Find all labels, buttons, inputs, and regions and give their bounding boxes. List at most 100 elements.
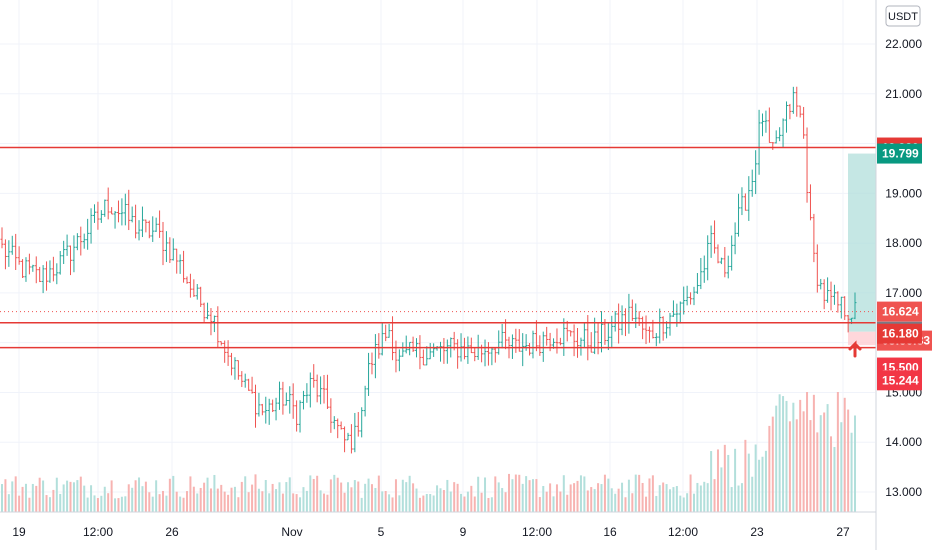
volume-bar [682, 497, 685, 512]
volume-bar [1, 484, 3, 512]
volume-bar [203, 482, 206, 512]
volume-bar [456, 483, 459, 512]
volume-bar [79, 476, 82, 512]
volume-bar [66, 480, 69, 512]
volume-bar [597, 483, 600, 512]
volume-bar [497, 482, 500, 512]
volume-bar [658, 485, 661, 512]
volume-bar [645, 496, 648, 512]
volume-bar [775, 405, 778, 512]
volume-bar [566, 494, 569, 512]
time-axis[interactable]: 19 12:00 26 Nov 5 9 12:00 16 12:00 23 27 [0, 511, 876, 539]
volume-bar [487, 497, 490, 512]
volume-bar [473, 496, 476, 512]
volume-bar [408, 475, 411, 512]
volume-bar [309, 475, 312, 512]
volume-bar [412, 483, 415, 512]
volume-bar [155, 480, 158, 512]
time-tick-label: 23 [750, 525, 764, 539]
volume-bar [442, 490, 445, 512]
volume-bar [710, 451, 713, 512]
volume-bar [590, 487, 593, 512]
volume-bar [501, 488, 504, 512]
volume-bar [384, 490, 387, 512]
volume-bar [734, 448, 737, 512]
volume-bar [521, 483, 524, 512]
volume-bar [196, 493, 199, 512]
volume-bar [18, 495, 21, 512]
volume-bar [833, 447, 836, 512]
price-tag-target-bg [877, 143, 922, 164]
volume-bar [21, 486, 24, 512]
volume-bar [148, 492, 151, 512]
volume-bar [788, 421, 791, 512]
volume-bar [720, 467, 723, 512]
volume-bar [737, 485, 740, 512]
volume-bar [206, 477, 209, 512]
volume-bar [261, 491, 264, 512]
volume-bar [795, 419, 798, 512]
volume-bar [185, 491, 188, 512]
volume-bar [723, 444, 726, 512]
volume-bar [329, 479, 332, 512]
volume-bar [28, 497, 31, 512]
volume-bar [72, 482, 75, 512]
volume-bar [323, 493, 326, 512]
volume-bar [665, 484, 668, 512]
volume-bar [453, 482, 456, 512]
volume-bar [199, 487, 202, 512]
volume-bar [782, 396, 785, 512]
price-tick-label: 14.000 [885, 435, 922, 449]
volume-bar [631, 493, 634, 512]
volume-bar [415, 488, 418, 512]
volume-bar [432, 495, 435, 512]
volume-bar [562, 475, 565, 512]
volume-bar [110, 480, 113, 512]
volume-bar [761, 456, 764, 512]
volume-bar [617, 488, 620, 512]
volume-bar [213, 474, 216, 512]
volume-bar [600, 484, 603, 512]
volume-bar [840, 422, 843, 512]
volume-bar [836, 392, 839, 512]
volume-bar [799, 399, 802, 512]
volume-bar [692, 493, 695, 512]
volume-bar [271, 483, 274, 512]
volume-bar [144, 481, 147, 512]
volume-bar [686, 493, 689, 512]
volume-bar [14, 476, 17, 512]
volume-bar [360, 497, 363, 512]
volume-bar [374, 488, 377, 512]
volume-bar [316, 475, 319, 512]
volume-bar [275, 489, 278, 512]
volume-bar [758, 459, 761, 512]
currency-badge[interactable] [885, 5, 921, 27]
volume-bar [614, 493, 617, 512]
price-tag-target: 19.799 [882, 147, 919, 161]
volume-bar [312, 478, 315, 512]
volume-bar [696, 482, 699, 512]
volume-bar [545, 491, 548, 512]
volume-bar [651, 475, 654, 512]
volume-bar [764, 450, 767, 512]
horizontal-levels[interactable] [0, 146, 876, 349]
volume-bar [422, 495, 425, 512]
volume-bar [227, 494, 230, 512]
volume-bar [490, 497, 493, 512]
volume-bar [394, 479, 397, 512]
position-stop-zone[interactable] [848, 331, 876, 346]
long-position-tool[interactable] [848, 153, 876, 358]
volume-bar [823, 412, 826, 512]
volume-bar [381, 491, 384, 512]
price-tick-label: 18.000 [885, 236, 922, 250]
position-target-zone[interactable] [848, 153, 876, 332]
volume-bar [809, 420, 812, 512]
volume-bar [346, 482, 349, 512]
volume-bar [747, 453, 750, 512]
volume-bar [127, 484, 130, 512]
volume-bar [370, 484, 373, 512]
volume-bar [254, 474, 257, 512]
volume-bar [114, 498, 117, 512]
volume-bar [103, 486, 106, 512]
